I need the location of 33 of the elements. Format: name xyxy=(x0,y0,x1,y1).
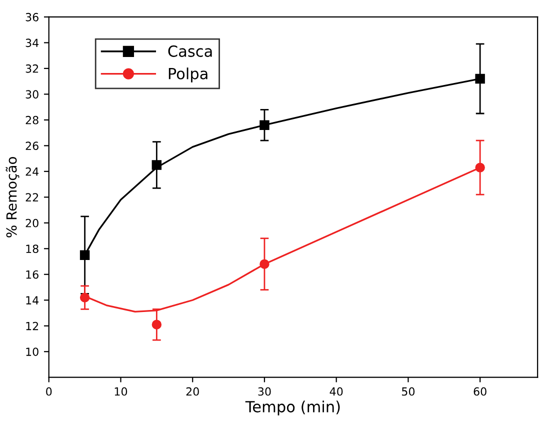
y-axis-title: % Remoção xyxy=(6,156,20,238)
y-tick-label: 34 xyxy=(26,38,39,48)
x-tick-label: 10 xyxy=(114,387,128,396)
y-tick-label: 14 xyxy=(26,296,39,304)
x-tick-label: 50 xyxy=(402,387,415,396)
y-tick-label: 32 xyxy=(26,64,38,73)
x-tick-label: 60 xyxy=(474,387,486,396)
point xyxy=(475,74,485,84)
y-tick-label: 24 xyxy=(26,167,39,176)
x-tick-label: 0 xyxy=(46,387,52,396)
point xyxy=(475,162,485,172)
y-tick-label: 10 xyxy=(26,348,38,356)
y-tick-label: 30 xyxy=(26,90,38,99)
y-tick-label: 26 xyxy=(26,142,38,150)
x-tick-label: 30 xyxy=(258,387,271,396)
y-tick-label: 18 xyxy=(26,244,38,254)
legend-label: Polpa xyxy=(168,68,208,82)
y-tick-label: 16 xyxy=(26,270,38,279)
point xyxy=(80,292,90,302)
point xyxy=(152,160,162,170)
legend-label: Casca xyxy=(168,45,212,57)
y-tick-label: 20 xyxy=(26,218,38,228)
x-axis-title: Tempo (min) xyxy=(245,400,340,416)
point xyxy=(260,259,270,269)
point xyxy=(80,250,90,260)
x-tick-label: 40 xyxy=(330,387,343,396)
y-tick-label: 36 xyxy=(26,12,38,22)
point xyxy=(152,320,162,330)
x-tick-label: 20 xyxy=(186,387,199,396)
y-tick-label: 22 xyxy=(26,193,38,202)
y-tick-label: 28 xyxy=(26,116,38,124)
y-tick-label: 12 xyxy=(26,322,38,330)
point xyxy=(260,120,270,130)
